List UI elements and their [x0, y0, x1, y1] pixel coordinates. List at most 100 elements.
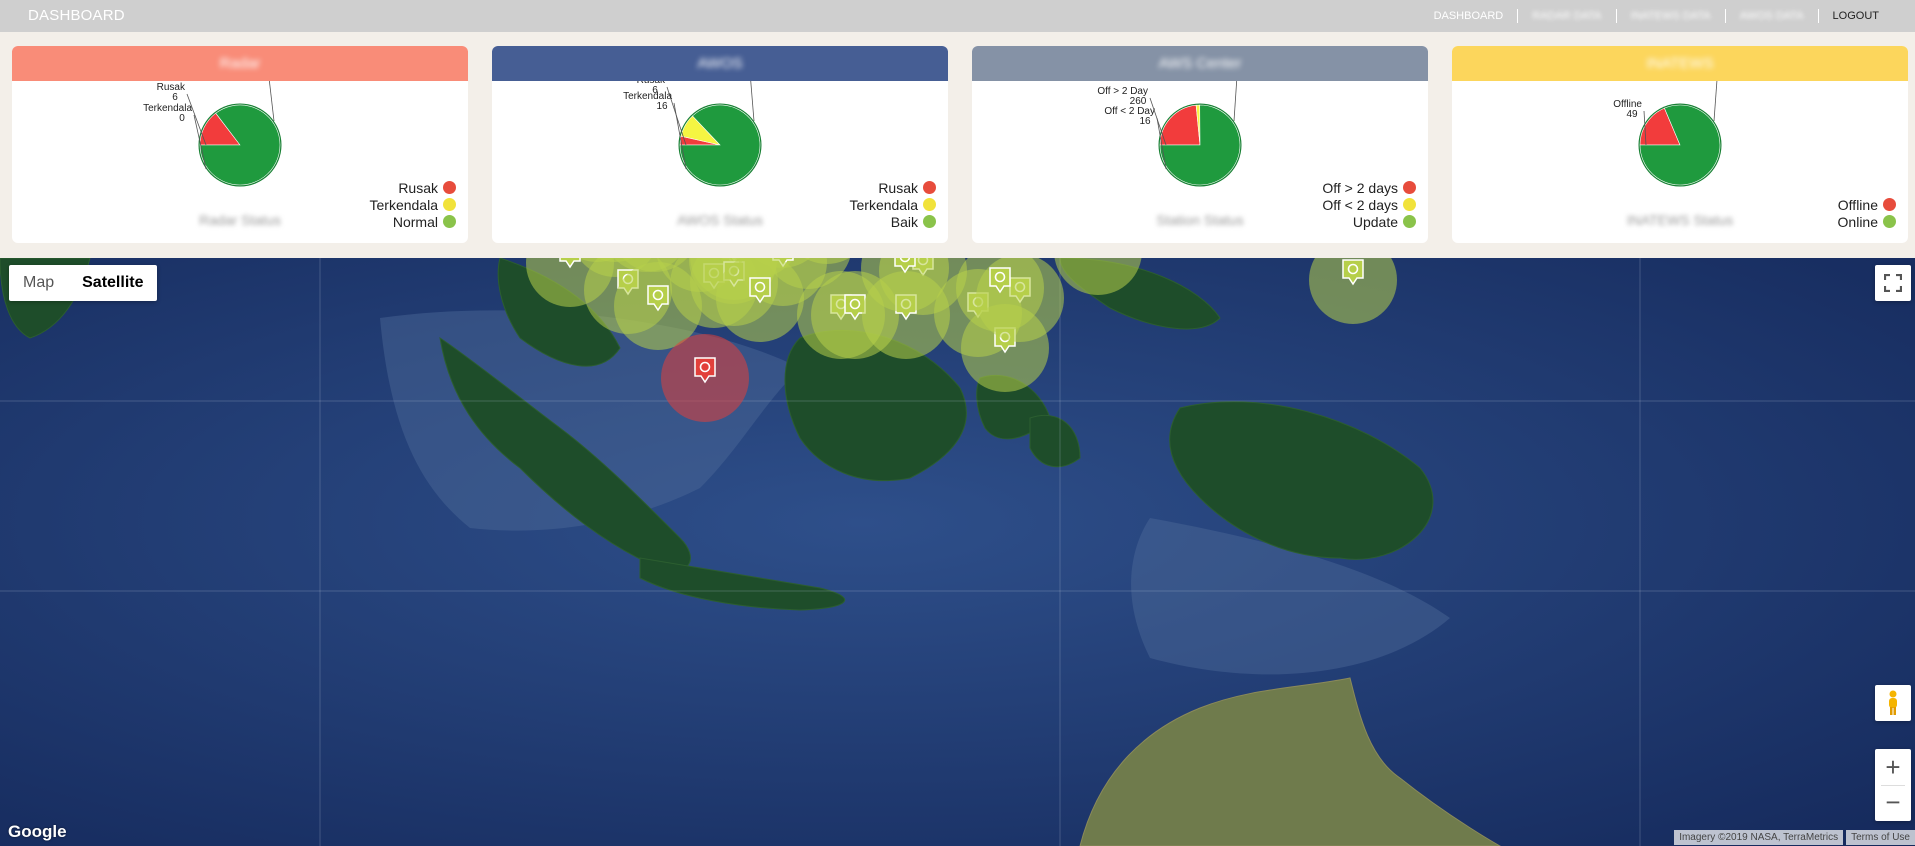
callout-label: Terkendala	[143, 103, 192, 114]
station-map[interactable]: Map Satellite + − Google Imagery ©2019 N…	[0, 258, 1915, 846]
pie-slice-update[interactable]	[1159, 104, 1241, 186]
terms-of-use-link[interactable]: Terms of Use	[1846, 830, 1915, 845]
legend-label: Off < 2 days	[1322, 196, 1398, 213]
satellite-imagery[interactable]	[0, 258, 1915, 846]
coverage-radius	[1054, 258, 1142, 295]
callout-label: Rusak	[157, 82, 186, 93]
legend-label: Update	[1352, 213, 1398, 230]
legend-label: Terkendala	[369, 196, 439, 213]
legend-item[interactable]: Terkendala	[369, 196, 456, 213]
legend-label: Rusak	[878, 179, 918, 196]
legend-dot-icon	[923, 215, 936, 228]
card-title[interactable]: AWOS	[697, 55, 743, 72]
card-legend: Off > 2 days Off < 2 days Update	[1322, 179, 1416, 230]
legend-item[interactable]: Terkendala	[850, 196, 936, 213]
station-marker-ok[interactable]	[956, 258, 1044, 332]
legend-dot-icon	[443, 198, 456, 211]
callout-leader-line	[268, 81, 275, 122]
fullscreen-icon	[1884, 274, 1902, 292]
callout-leader-line	[186, 93, 207, 146]
station-marker-ok[interactable]	[861, 258, 949, 312]
radar-status-card: Radar Normal35Rusak6Terkendala0 RusakTer…	[12, 46, 468, 243]
map-type-satellite-button[interactable]: Satellite	[82, 274, 144, 291]
legend-item[interactable]: Rusak	[370, 179, 456, 196]
station-marker-ok[interactable]	[716, 258, 804, 342]
legend-dot-icon	[1403, 198, 1416, 211]
street-view-pegman-button[interactable]	[1875, 685, 1911, 721]
map-pin-icon	[694, 357, 716, 384]
pin-glyph	[1347, 263, 1359, 275]
zoom-out-button[interactable]: −	[1885, 787, 1901, 817]
legend-label: Online	[1837, 213, 1878, 230]
pie-slice-normal[interactable]	[199, 104, 281, 186]
map-pin-icon	[647, 285, 669, 312]
pie-slice-off-2-day[interactable]	[1159, 104, 1201, 146]
legend-dot-icon	[1403, 181, 1416, 194]
callout-value: 0	[179, 113, 185, 124]
legend-label: Off > 2 days	[1322, 179, 1398, 196]
legend-item[interactable]: Off < 2 days	[1322, 196, 1416, 213]
card-header-bar	[972, 46, 1428, 81]
coverage-radius	[956, 258, 1044, 332]
nav-radar-data[interactable]: RADAR DATA	[1532, 10, 1602, 22]
station-marker-down[interactable]	[661, 334, 749, 422]
station-marker-ok[interactable]	[1309, 258, 1397, 324]
awos-status-card: AWOS Baik148Rusak6Terkendala16 RusakTerk…	[492, 46, 948, 243]
callout-leader-line	[1713, 81, 1718, 122]
nav-separator	[1817, 9, 1819, 23]
map-type-map-button[interactable]: Map	[23, 274, 55, 291]
pin-glyph	[849, 298, 861, 310]
callout-label: Terkendala	[623, 91, 672, 102]
callout-leader-line	[750, 81, 755, 122]
station-marker-ok[interactable]	[1054, 258, 1142, 295]
ocean	[0, 258, 1915, 846]
inatews-pie-chart: Online214Offline49	[1613, 81, 1722, 187]
callout-value: 49	[1626, 109, 1638, 120]
australia-landmass	[1079, 677, 1502, 846]
nav-awos-data[interactable]: AWOS DATA	[1739, 10, 1804, 22]
card-header-bar	[1452, 46, 1908, 81]
legend-item[interactable]: Normal	[370, 213, 456, 230]
zoom-in-button[interactable]: +	[1885, 752, 1901, 782]
legend-dot-icon	[923, 198, 936, 211]
google-logo[interactable]: Google	[8, 822, 67, 841]
legend-item[interactable]: Off > 2 days	[1322, 179, 1416, 196]
nav-separator	[1615, 9, 1617, 23]
callout-value: 6	[652, 85, 658, 96]
callout-value: 6	[172, 92, 178, 103]
legend-label: Baik	[890, 213, 918, 230]
callout-value: 260	[1130, 96, 1147, 107]
legend-item[interactable]: Baik	[850, 213, 936, 230]
nav-inatews-data[interactable]: INATEWS DATA	[1630, 10, 1711, 22]
map-pin-icon	[989, 267, 1011, 294]
graticule	[0, 258, 1915, 846]
legend-item[interactable]: Online	[1838, 213, 1896, 230]
fullscreen-button[interactable]	[1875, 265, 1911, 301]
nav-menu: DASHBOARD RADAR DATA INATEWS DATA AWOS D…	[1420, 0, 1893, 32]
card-title[interactable]: INATEWS	[1646, 55, 1714, 72]
card-title[interactable]: Radar	[219, 55, 261, 72]
legend-dot-icon	[443, 181, 456, 194]
legend-item[interactable]: Offline	[1838, 196, 1896, 213]
awos-pie-chart: Baik148Rusak6Terkendala16	[623, 81, 762, 187]
pegman-icon	[1889, 690, 1897, 715]
pin-glyph	[699, 361, 711, 373]
brand-title[interactable]: DASHBOARD	[28, 7, 125, 24]
legend-dot-icon	[1403, 215, 1416, 228]
pie-slice-baik[interactable]	[679, 104, 761, 186]
landmass	[0, 258, 1434, 611]
map-pin-icon	[559, 258, 581, 269]
pie-slice-offline[interactable]	[1639, 107, 1681, 146]
card-legend: Offline Online	[1838, 196, 1896, 230]
nav-dashboard[interactable]: DASHBOARD	[1433, 10, 1504, 22]
legend-dot-icon	[1883, 198, 1896, 211]
zoom-divider	[1881, 785, 1905, 786]
logout-link[interactable]: LOGOUT	[1832, 10, 1879, 22]
station-markers[interactable]	[386, 258, 1397, 422]
card-title[interactable]: AWS Center	[1158, 55, 1242, 72]
legend-item[interactable]: Update	[1322, 213, 1416, 230]
legend-item[interactable]: Rusak	[850, 179, 936, 196]
station-marker-ok[interactable]	[571, 258, 659, 262]
pie-slice-online[interactable]	[1639, 104, 1721, 186]
